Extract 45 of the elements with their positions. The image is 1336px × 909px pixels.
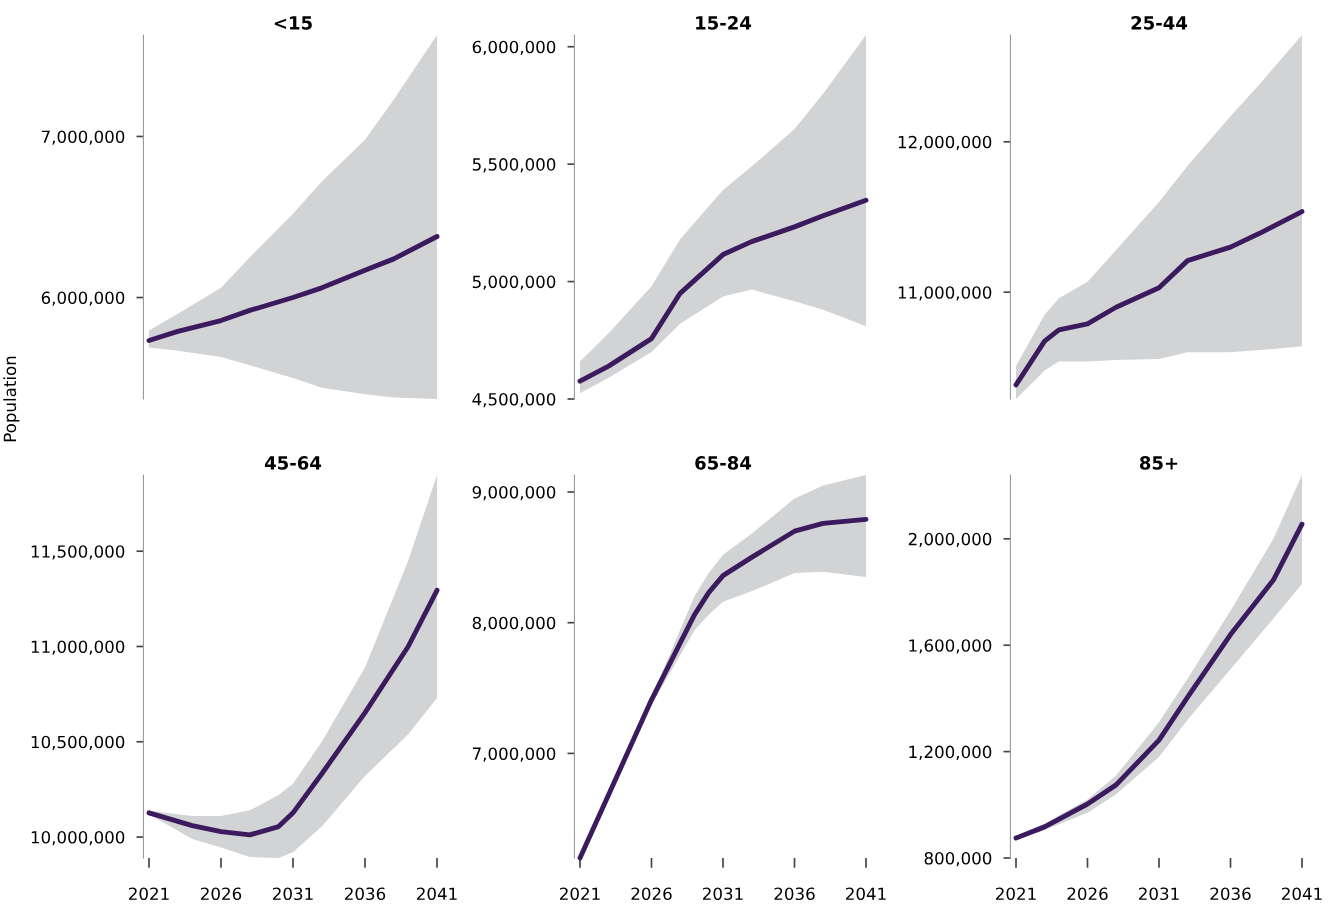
- y-tick-label: 11,000,000: [31, 640, 125, 655]
- y-tick-label: 8,000,000: [472, 616, 556, 631]
- line-series: [1013, 209, 1305, 388]
- x-tick-label: 2041: [846, 887, 886, 901]
- x-tick-label: 2021: [560, 887, 600, 901]
- y-tick-label: 12,000,000: [898, 135, 992, 151]
- y-tick-label: 11,500,000: [31, 545, 125, 560]
- y-tick-label: 10,500,000: [31, 735, 125, 751]
- chart-title: 25-44: [1131, 16, 1188, 30]
- y-tick-label: 5,000,000: [472, 275, 556, 290]
- y-tick-label: 1,600,000: [909, 639, 992, 654]
- y-tick-label: 11,000,000: [898, 286, 992, 301]
- line-series: [146, 234, 440, 343]
- x-tick-label: 2021: [129, 887, 169, 901]
- chart-title: 65-84: [695, 456, 752, 470]
- x-tick-label: 2036: [1210, 887, 1251, 901]
- y-tick-label: 9,000,000: [472, 485, 556, 501]
- x-tick-label: 2041: [1282, 887, 1322, 901]
- line-series: [577, 197, 869, 384]
- x-tick-label: 2026: [201, 887, 242, 901]
- x-tick-label: 2021: [996, 887, 1036, 901]
- x-tick-label: 2036: [345, 887, 386, 901]
- x-tick-label: 2031: [273, 887, 313, 901]
- x-tick-label: 2031: [703, 887, 743, 901]
- x-tick-label: 2026: [631, 887, 672, 901]
- chart-title: 15-24: [696, 16, 752, 30]
- y-tick-label: 6,000,000: [472, 40, 556, 56]
- y-axis-title: Population: [3, 356, 20, 442]
- x-tick-label: 2026: [1067, 887, 1108, 901]
- chart-title: 85+: [1139, 456, 1178, 470]
- y-tick-label: 2,000,000: [908, 532, 992, 548]
- line-series: [146, 587, 440, 838]
- y-tick-label: 10,000,000: [31, 831, 125, 846]
- chart-title: 45-64: [264, 456, 322, 470]
- x-tick-label: 2036: [774, 887, 815, 901]
- y-tick-label: 800,000: [924, 851, 992, 867]
- y-tick-label: 6,000,000: [41, 291, 125, 306]
- y-tick-label: 4,500,000: [472, 392, 556, 408]
- chart-title: <15: [274, 16, 312, 30]
- x-tick-label: 2041: [417, 887, 457, 901]
- y-tick-label: 1,200,000: [909, 745, 992, 760]
- y-tick-label: 7,000,000: [472, 747, 556, 762]
- y-tick-label: 5,500,000: [472, 158, 556, 173]
- x-tick-label: 2031: [1139, 887, 1179, 901]
- y-tick-label: 7,000,000: [41, 130, 125, 145]
